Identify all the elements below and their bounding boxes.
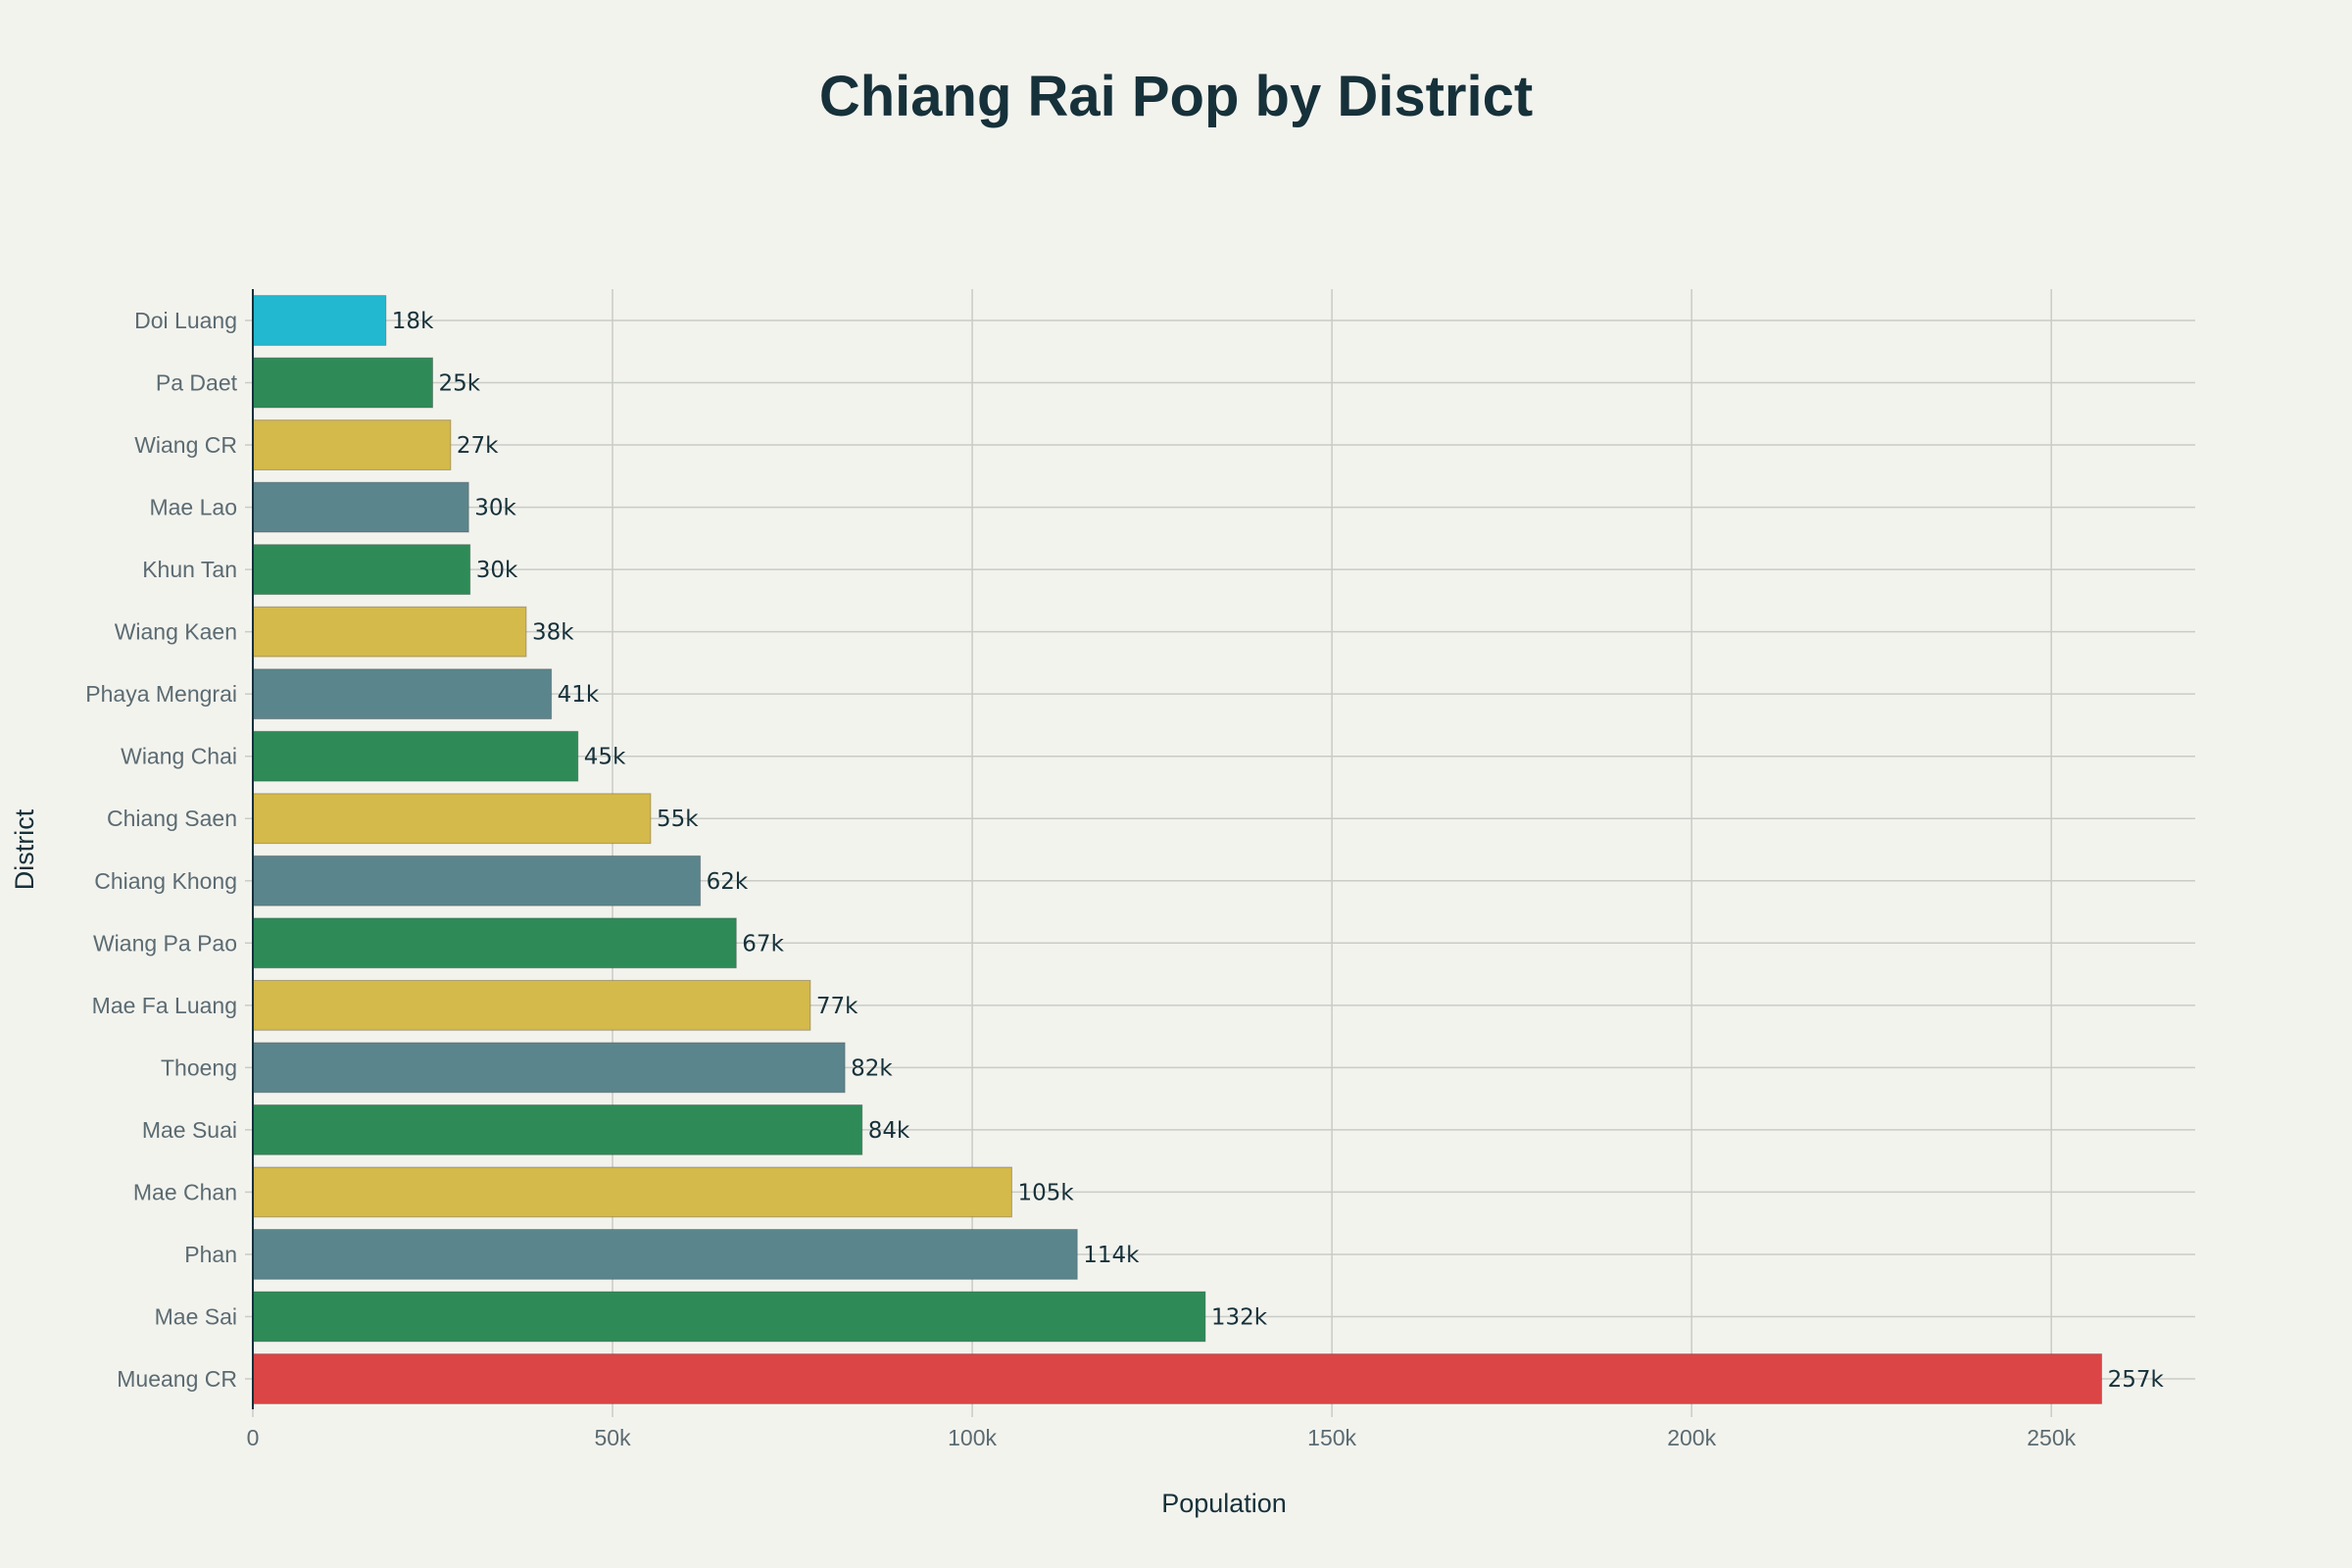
data-label: 27k [457,433,499,459]
y-tick-label: Pa Daet [156,370,238,396]
bar [252,1042,846,1094]
y-tick-label: Mae Suai [142,1117,237,1143]
bar [252,1166,1012,1218]
data-label: 77k [816,994,858,1019]
bar [252,979,811,1031]
y-tick-label: Phaya Mengrai [85,681,237,707]
y-tick-label: Wiang CR [134,432,237,458]
data-label: 45k [584,745,626,770]
data-label: 114k [1083,1243,1140,1268]
x-tick-label: 100k [948,1425,997,1450]
data-label: 82k [851,1055,893,1081]
data-label: 38k [532,620,574,646]
bar [252,1229,1078,1280]
data-label: 132k [1211,1304,1268,1330]
bar [252,793,652,845]
y-tick-label: Mae Chan [133,1179,237,1204]
data-label: 18k [392,309,434,334]
y-tick-label: Mae Fa Luang [92,993,237,1018]
data-label: 30k [474,496,516,521]
x-tick-label: 150k [1307,1425,1356,1450]
bar [252,855,702,906]
y-tick-label: Chiang Khong [94,868,237,894]
labels: 0 50k 100k 150k 200k 250k Doi Luang 18k Pa Daet 2… [85,308,2164,1450]
bar [252,730,579,782]
y-tick-label: Khun Tan [142,557,237,582]
data-label: 62k [707,869,749,895]
bar [252,295,387,346]
y-tick-label: Mae Sai [155,1303,237,1329]
y-tick-label: Phan [184,1242,237,1267]
y-tick-label: Chiang Saen [107,806,237,831]
y-tick-label: Mae Lao [149,495,237,520]
data-label: 25k [439,371,481,397]
data-label: 67k [742,931,784,956]
bar [252,606,527,658]
y-axis-title: District [10,808,39,890]
bar [252,357,434,409]
y-tick-label: Doi Luang [134,308,237,333]
y-tick-label: Wiang Kaen [115,619,237,645]
x-tick-label: 50k [594,1425,631,1450]
bar [252,481,469,533]
data-label: 105k [1017,1180,1074,1205]
y-tick-label: Mueang CR [117,1366,237,1392]
bar [252,1353,2103,1404]
x-tick-label: 200k [1667,1425,1716,1450]
bar [252,668,553,720]
x-tick-label: 250k [2027,1425,2076,1450]
bars [252,295,2103,1404]
bar [252,419,452,470]
x-tick-label: 0 [247,1425,260,1450]
chart-title: Chiang Rai Pop by District [819,65,1533,128]
y-tick-label: Wiang Pa Pao [93,930,237,956]
x-axis-title: Population [1161,1489,1287,1518]
y-tick-label: Wiang Chai [121,744,237,769]
data-label: 257k [2108,1367,2165,1393]
data-label: 84k [868,1118,910,1144]
y-tick-label: Thoeng [161,1054,237,1080]
bar [252,544,471,596]
bar [252,1291,1206,1343]
bar [252,917,737,969]
data-label: 30k [476,558,518,583]
data-label: 55k [657,807,699,832]
data-label: 41k [558,682,600,708]
bar [252,1103,863,1155]
axes [245,289,2052,1417]
